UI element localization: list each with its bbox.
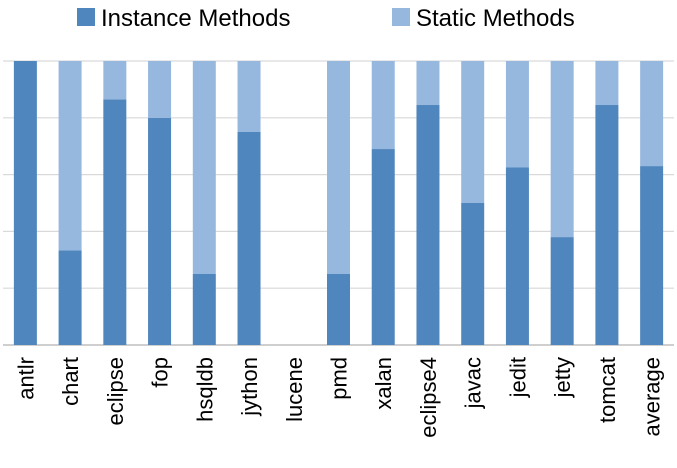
bar-instance-jython — [237, 132, 261, 345]
x-tick-label-eclipse4: eclipse4 — [416, 357, 441, 438]
legend-swatch-instance-methods — [77, 8, 95, 26]
x-tick-label-pmd: pmd — [327, 357, 352, 400]
bar-static-pmd — [327, 61, 350, 274]
legend-swatch-static-methods — [392, 8, 410, 26]
x-tick-label-tomcat: tomcat — [595, 357, 620, 423]
bar-instance-average — [640, 166, 664, 345]
bar-instance-jedit — [505, 167, 529, 345]
bar-instance-fop — [148, 117, 172, 345]
bar-static-xalan — [371, 61, 395, 150]
legend-label-instance-methods: Instance Methods — [101, 5, 290, 32]
bar-instance-eclipse — [103, 99, 127, 345]
bar-static-eclipse4 — [416, 61, 440, 106]
x-tick-label-chart: chart — [58, 357, 83, 406]
bar-instance-tomcat — [595, 105, 619, 346]
x-tick-label-javac: javac — [461, 357, 486, 409]
bar-instance-antlr — [13, 61, 37, 345]
bar-static-eclipse — [103, 61, 127, 100]
legend: Instance Methods Static Methods — [77, 5, 575, 32]
bar-static-jython — [237, 61, 261, 132]
x-tick-label-average: average — [640, 357, 665, 437]
x-tick-label-xalan: xalan — [371, 357, 396, 410]
bar-static-chart — [58, 61, 82, 251]
bar-instance-eclipse4 — [416, 105, 440, 346]
x-tick-label-fop: fop — [148, 357, 173, 388]
bar-static-javac — [461, 61, 485, 203]
bar-static-jetty — [550, 61, 574, 238]
bars — [13, 61, 664, 346]
x-tick-label-eclipse: eclipse — [103, 357, 128, 425]
bar-static-average — [640, 61, 664, 167]
x-tick-label-antlr: antlr — [13, 357, 38, 400]
x-tick-label-jython: jython — [237, 357, 262, 417]
bar-instance-xalan — [371, 149, 395, 345]
bar-instance-pmd — [327, 274, 350, 345]
bar-instance-javac — [461, 203, 485, 345]
x-tick-label-lucene: lucene — [282, 357, 307, 422]
bar-static-hsqldb — [192, 61, 216, 274]
x-axis-labels: antlr chart eclipse fop hsqldb jython lucene pm… — [13, 357, 664, 438]
legend-label-static-methods: Static Methods — [416, 5, 575, 32]
bar-instance-chart — [58, 250, 82, 345]
bar-static-jedit — [505, 61, 529, 168]
bar-static-tomcat — [595, 61, 619, 106]
x-tick-label-jedit: jedit — [505, 357, 530, 398]
bar-static-fop — [148, 61, 172, 118]
bar-instance-jetty — [550, 237, 574, 345]
x-tick-label-hsqldb: hsqldb — [192, 357, 217, 422]
x-tick-label-jetty: jetty — [550, 357, 575, 398]
bar-instance-hsqldb — [192, 274, 216, 345]
